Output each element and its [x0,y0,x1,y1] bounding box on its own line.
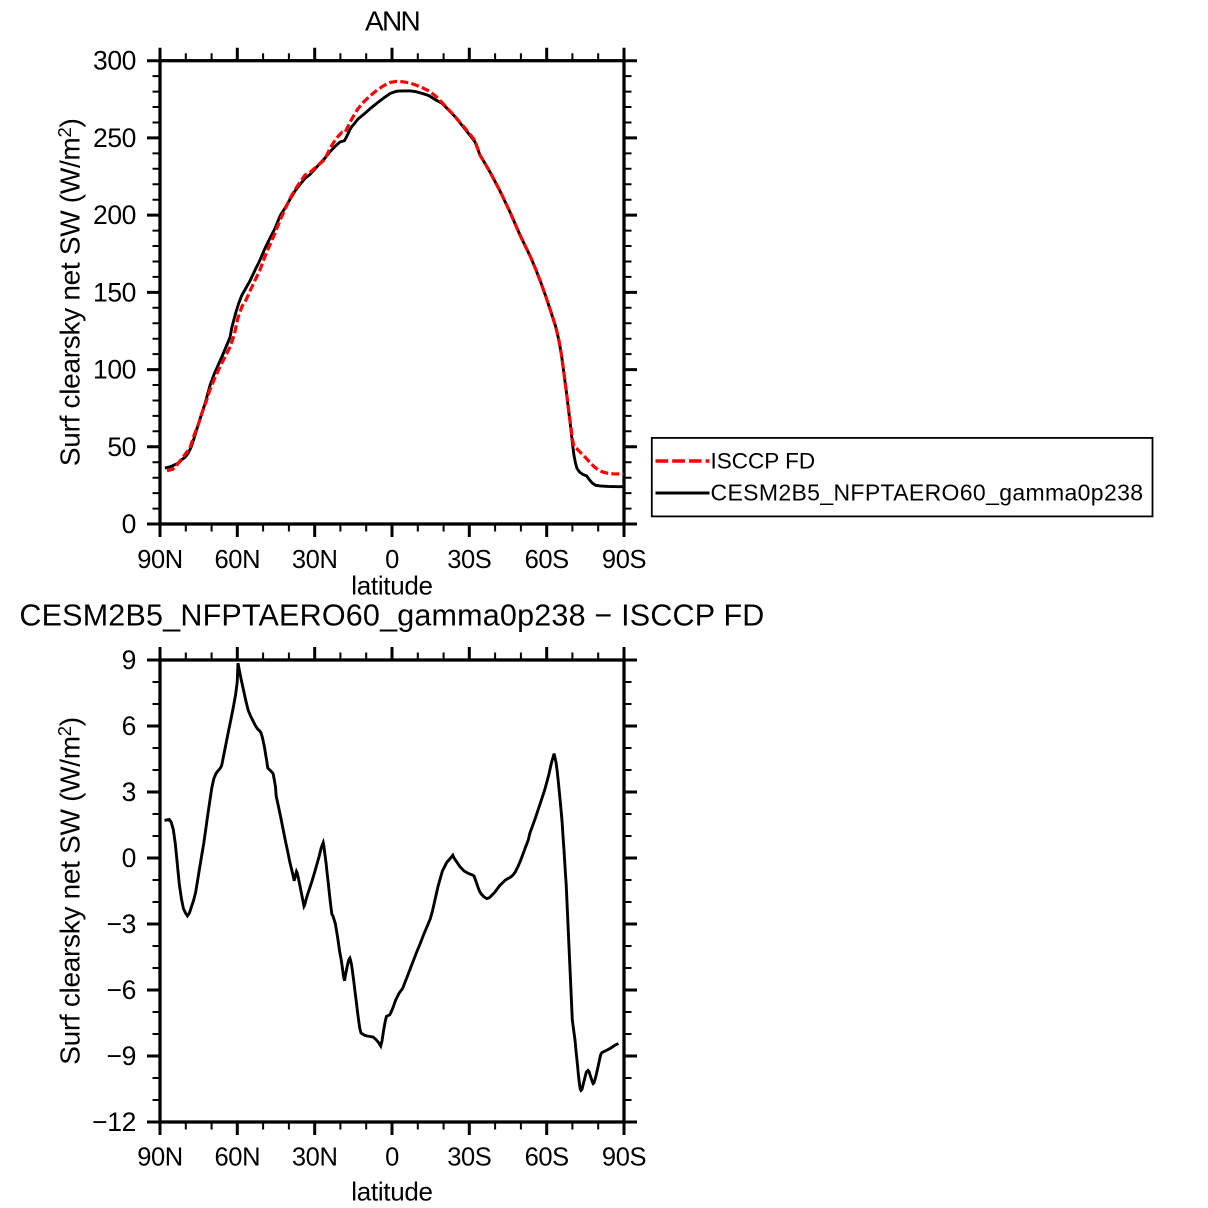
svg-text:0: 0 [385,1144,399,1172]
svg-text:6: 6 [122,711,136,741]
svg-text:0: 0 [122,509,136,539]
svg-text:0: 0 [122,843,136,873]
svg-text:60S: 60S [525,546,569,574]
svg-text:−6: −6 [107,975,136,1005]
svg-text:90S: 90S [602,546,646,574]
svg-text:90S: 90S [602,1144,646,1172]
svg-text:−3: −3 [107,909,136,939]
svg-text:CESM2B5_NFPTAERO60_gamma0p238: CESM2B5_NFPTAERO60_gamma0p238 − ISCCP FD [19,599,764,633]
svg-text:latitude: latitude [351,1177,432,1207]
svg-text:200: 200 [93,200,136,230]
svg-text:60N: 60N [215,546,261,574]
svg-text:9: 9 [122,645,136,675]
svg-text:100: 100 [93,355,136,385]
svg-text:ANN: ANN [365,6,419,37]
svg-text:ISCCP FD: ISCCP FD [711,449,816,474]
svg-text:latitude: latitude [351,571,432,601]
svg-text:250: 250 [93,123,136,153]
svg-text:150: 150 [93,277,136,307]
svg-text:90N: 90N [137,1144,183,1172]
svg-text:30N: 30N [292,1144,338,1172]
svg-text:3: 3 [122,777,136,807]
svg-text:30S: 30S [447,1144,491,1172]
svg-text:CESM2B5_NFPTAERO60_gamma0p238: CESM2B5_NFPTAERO60_gamma0p238 [711,480,1144,506]
svg-text:0: 0 [385,546,399,574]
svg-text:50: 50 [107,432,136,462]
svg-text:60N: 60N [215,1144,261,1172]
svg-text:Surf clearsky net SW (W/m2): Surf clearsky net SW (W/m2) [54,717,86,1065]
svg-text:−12: −12 [92,1107,136,1137]
svg-text:300: 300 [93,46,136,76]
svg-text:Surf clearsky net SW (W/m2): Surf clearsky net SW (W/m2) [54,119,86,467]
svg-text:−9: −9 [107,1041,136,1071]
svg-text:60S: 60S [525,1144,569,1172]
svg-text:30S: 30S [447,546,491,574]
svg-text:30N: 30N [292,546,338,574]
svg-text:90N: 90N [137,546,183,574]
